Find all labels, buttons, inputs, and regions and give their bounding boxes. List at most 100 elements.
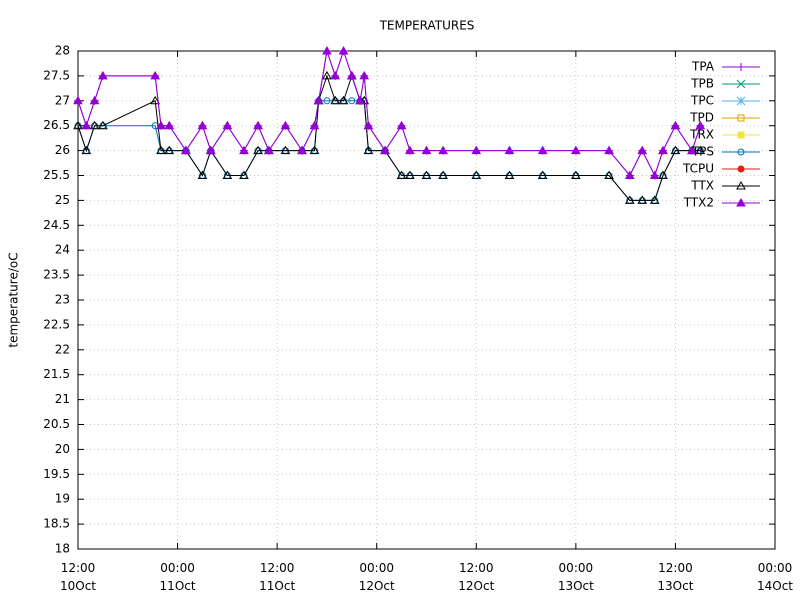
legend-label: TTX2 <box>683 196 714 210</box>
y-tick-label: 25.5 <box>43 168 70 182</box>
marker <box>670 120 681 130</box>
y-tick-label: 22.5 <box>43 317 70 331</box>
y-tick-label: 19 <box>55 492 70 506</box>
legend-label: TPA <box>691 60 715 74</box>
marker <box>150 70 161 80</box>
marker <box>150 95 161 105</box>
x-tick-label: 00:00 12Oct <box>359 561 395 593</box>
marker <box>330 70 341 80</box>
marker <box>330 95 341 105</box>
marker <box>649 195 660 204</box>
marker <box>471 145 482 155</box>
marker <box>604 170 614 179</box>
marker <box>405 170 415 179</box>
marker <box>164 120 175 130</box>
marker <box>239 145 249 155</box>
plot-border <box>77 50 776 550</box>
marker <box>396 120 407 130</box>
marker <box>346 70 357 80</box>
y-axis-label: temperature/oC <box>7 252 21 347</box>
marker <box>322 70 332 80</box>
marker <box>438 145 448 155</box>
marker <box>421 145 432 155</box>
marker <box>570 145 581 155</box>
marker <box>313 95 324 105</box>
marker <box>338 95 349 105</box>
marker <box>309 145 320 155</box>
legend-label: TCPU <box>682 162 714 176</box>
y-tick-label: 27.5 <box>43 68 70 82</box>
series-line <box>77 49 701 177</box>
marker <box>736 96 746 106</box>
y-tick-label: 18 <box>55 542 70 556</box>
marker <box>537 170 548 179</box>
marker <box>222 170 233 179</box>
marker <box>164 145 175 155</box>
y-tick-label: 26.5 <box>43 118 70 132</box>
marker <box>348 97 356 105</box>
marker <box>280 120 291 130</box>
x-tick-label: 12:00 13Oct <box>657 561 693 593</box>
marker <box>687 145 697 155</box>
legend-label: TPB <box>690 77 714 91</box>
marker <box>197 170 208 179</box>
y-tick-label: 26 <box>55 143 70 157</box>
marker <box>222 120 233 130</box>
marker <box>670 145 681 155</box>
marker <box>253 145 263 155</box>
marker <box>737 63 745 71</box>
marker <box>649 170 660 179</box>
x-tick-label: 12:00 12Oct <box>458 561 494 593</box>
marker <box>624 170 635 179</box>
x-tick-label: 12:00 11Oct <box>259 561 295 593</box>
marker <box>338 45 349 55</box>
marker <box>737 148 745 156</box>
legend-label: TPD <box>689 111 714 125</box>
y-tick-label: 21.5 <box>43 367 70 381</box>
y-tick-label: 23 <box>55 293 70 307</box>
marker <box>537 145 548 155</box>
chart-title: TEMPERATURES <box>379 19 475 33</box>
marker <box>737 114 745 122</box>
marker <box>624 195 635 204</box>
marker <box>322 45 332 55</box>
marker <box>380 145 390 155</box>
marker <box>73 95 83 105</box>
y-tick-label: 27 <box>55 93 70 107</box>
marker <box>658 145 668 155</box>
marker <box>156 145 166 155</box>
x-tick-label: 00:00 14Oct <box>757 561 793 593</box>
y-tick-label: 23.5 <box>43 268 70 282</box>
y-tick-label: 21 <box>55 392 70 406</box>
marker <box>280 145 291 155</box>
legend-label: TRX <box>689 128 714 142</box>
marker <box>263 145 274 155</box>
y-tick-label: 20.5 <box>43 417 70 431</box>
marker <box>504 170 515 179</box>
marker <box>197 120 208 130</box>
marker <box>309 120 320 130</box>
marker <box>695 145 706 155</box>
marker <box>81 120 92 130</box>
y-tick-label: 20 <box>55 442 70 456</box>
marker <box>253 120 263 130</box>
marker <box>570 170 581 179</box>
marker <box>297 145 307 155</box>
marker <box>81 145 92 155</box>
marker <box>471 170 482 179</box>
marker <box>405 145 415 155</box>
marker <box>737 131 745 139</box>
y-tick-label: 18.5 <box>43 517 70 531</box>
x-tick-label: 00:00 11Oct <box>160 561 196 593</box>
marker <box>239 170 249 179</box>
marker <box>205 145 216 155</box>
marker <box>181 145 191 155</box>
marker <box>637 145 648 155</box>
y-tick-label: 25 <box>55 193 70 207</box>
marker <box>156 120 166 130</box>
y-tick-label: 28 <box>55 44 70 58</box>
marker <box>737 165 745 173</box>
marker <box>438 170 448 179</box>
